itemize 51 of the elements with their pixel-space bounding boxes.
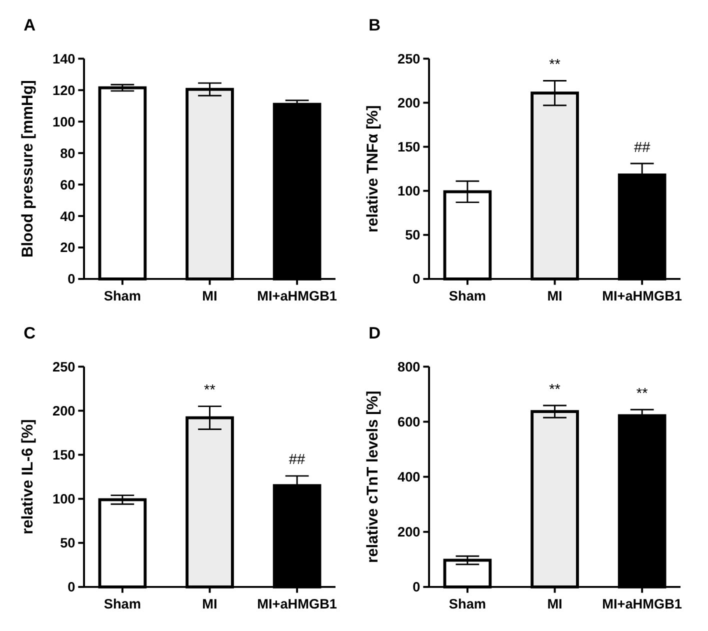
y-tick-label: 250 — [52, 359, 76, 374]
y-tick-label: 250 — [398, 51, 421, 66]
y-axis-title: relative TNFα [%] — [364, 105, 382, 232]
x-tick-label: MI — [202, 288, 218, 304]
y-tick-label: 150 — [398, 140, 421, 155]
x-tick-label: Sham — [104, 288, 141, 304]
chart-title: A — [24, 15, 36, 34]
y-axis-title: relative IL-6 [%] — [19, 419, 36, 534]
y-tick-label: 140 — [52, 51, 76, 66]
y-tick-label: 80 — [60, 146, 76, 161]
annotation: ** — [204, 382, 216, 399]
y-tick-label: 0 — [412, 272, 421, 287]
y-tick-label: 120 — [52, 82, 76, 98]
y-tick-label: 0 — [412, 580, 421, 595]
annotation: ** — [636, 386, 648, 402]
y-tick-label: 600 — [398, 414, 421, 430]
y-axis-title: Blood pressure [mmHg] — [19, 80, 36, 258]
annotation: ** — [549, 382, 561, 398]
y-tick-label: 150 — [52, 448, 76, 463]
y-axis-title: relative cTnT levels [%] — [364, 390, 382, 563]
y-tick-label: 0 — [68, 272, 76, 287]
y-tick-label: 200 — [52, 404, 76, 418]
y-tick-label: 400 — [398, 470, 421, 485]
y-tick-label: 20 — [60, 240, 76, 256]
y-tick-label: 0 — [68, 580, 76, 595]
x-tick-label: MI — [202, 596, 218, 612]
x-tick-label: MI — [547, 288, 562, 304]
y-tick-label: 100 — [398, 184, 421, 199]
y-tick-label: 200 — [398, 524, 421, 540]
x-tick-label: MI — [547, 596, 562, 612]
annotation: ** — [549, 57, 561, 74]
chart-title: B — [368, 15, 381, 34]
x-tick-label: MI+aHMGB1 — [257, 596, 338, 612]
y-tick-label: 800 — [398, 359, 421, 374]
x-tick-label: MI+aHMGB1 — [257, 288, 338, 304]
x-tick-label: Sham — [448, 288, 486, 304]
chart-title: C — [24, 323, 36, 342]
x-tick-label: MI+aHMGB1 — [602, 596, 682, 612]
y-tick-label: 60 — [60, 177, 76, 192]
y-tick-label: 100 — [52, 114, 76, 130]
x-tick-label: Sham — [448, 596, 486, 612]
x-tick-label: Sham — [104, 596, 141, 612]
x-tick-label: MI+aHMGB1 — [602, 288, 682, 304]
y-tick-label: 100 — [52, 492, 76, 507]
annotation: ## — [288, 452, 306, 468]
chart-title: D — [368, 323, 381, 342]
annotation: ## — [634, 140, 652, 156]
y-tick-label: 50 — [60, 536, 76, 551]
y-tick-label: 50 — [405, 228, 421, 243]
y-tick-label: 40 — [60, 208, 76, 224]
y-tick-label: 200 — [398, 96, 421, 111]
